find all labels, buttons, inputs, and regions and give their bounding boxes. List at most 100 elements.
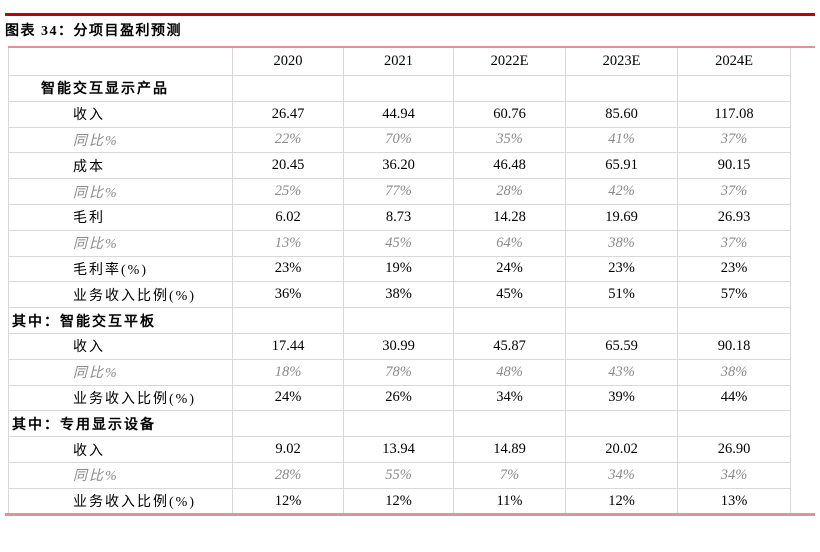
- cell-value: 22%: [232, 126, 344, 154]
- cell-value: 51%: [565, 281, 678, 309]
- cell-value: 13.94: [343, 436, 454, 463]
- cell-value: 65.59: [565, 332, 678, 360]
- row-label: 同比%: [8, 229, 233, 257]
- cell-value: 36%: [232, 281, 344, 309]
- cell-value: [677, 410, 791, 438]
- cell-value: 7%: [453, 461, 566, 489]
- cell-value: 13%: [232, 229, 344, 257]
- cell-value: 70%: [343, 126, 454, 154]
- cell-value: 85.60: [565, 100, 678, 128]
- table-header-row: 2020 2021 2022E 2023E 2024E: [8, 48, 791, 76]
- cell-value: 38%: [677, 358, 791, 386]
- table-row: 业务收入比例(%) 12% 12% 11% 12% 13%: [8, 487, 791, 515]
- table-row: 毛利率(%) 23% 19% 24% 23% 23%: [8, 255, 791, 283]
- table-row: 同比% 28% 55% 7% 34% 34%: [8, 461, 791, 489]
- table-row: 同比% 18% 78% 48% 43% 38%: [8, 358, 791, 386]
- table-row: 收入 17.44 30.99 45.87 65.59 90.18: [8, 332, 791, 360]
- cell-value: 60.76: [453, 100, 566, 128]
- cell-value: 12%: [565, 487, 678, 515]
- cell-value: [343, 307, 454, 334]
- table-row: 成本 20.45 36.20 46.48 65.91 90.15: [8, 152, 791, 180]
- profit-forecast-table: 2020 2021 2022E 2023E 2024E 智能交互显示产品 收入 26.47 4…: [8, 48, 791, 515]
- cell-value: 44%: [677, 384, 791, 412]
- row-label: 同比%: [8, 126, 233, 154]
- cell-value: 9.02: [232, 436, 344, 463]
- cell-value: 28%: [232, 461, 344, 489]
- cell-value: 37%: [677, 178, 791, 205]
- cell-value: 36.20: [343, 152, 454, 180]
- cell-value: 38%: [565, 229, 678, 257]
- table-row: 毛利 6.02 8.73 14.28 19.69 26.93: [8, 203, 791, 231]
- row-label: 同比%: [8, 358, 233, 386]
- row-label: 毛利: [8, 203, 233, 231]
- cell-value: 12%: [343, 487, 454, 515]
- cell-value: 8.73: [343, 203, 454, 231]
- cell-value: 23%: [677, 255, 791, 283]
- row-label: 智能交互显示产品: [8, 75, 233, 102]
- cell-value: 42%: [565, 178, 678, 205]
- cell-value: [453, 75, 566, 102]
- cell-value: 26.47: [232, 100, 344, 128]
- cell-value: 23%: [565, 255, 678, 283]
- cell-value: 44.94: [343, 100, 454, 128]
- cell-value: 20.45: [232, 152, 344, 180]
- cell-value: 30.99: [343, 332, 454, 360]
- row-label: 收入: [8, 100, 233, 128]
- row-label-column-header: [8, 48, 233, 76]
- top-accent-rule: [5, 13, 815, 16]
- cell-value: 34%: [565, 461, 678, 489]
- cell-value: 19.69: [565, 203, 678, 231]
- cell-value: 57%: [677, 281, 791, 309]
- cell-value: [232, 410, 344, 438]
- table-row: 同比% 13% 45% 64% 38% 37%: [8, 229, 791, 257]
- row-label: 同比%: [8, 461, 233, 489]
- row-label: 业务收入比例(%): [8, 487, 233, 515]
- cell-value: [565, 307, 678, 334]
- table-row: 同比% 22% 70% 35% 41% 37%: [8, 126, 791, 154]
- cell-value: 117.08: [677, 100, 791, 128]
- cell-value: 24%: [232, 384, 344, 412]
- figure-title: 图表 34：分项目盈利预测: [5, 24, 182, 39]
- cell-value: 20.02: [565, 436, 678, 463]
- cell-value: 90.18: [677, 332, 791, 360]
- table-row: 智能交互显示产品: [8, 75, 791, 102]
- cell-value: 55%: [343, 461, 454, 489]
- cell-value: [565, 410, 678, 438]
- table-top-rule: [8, 46, 815, 48]
- year-column-header: 2024E: [677, 48, 791, 76]
- row-label: 毛利率(%): [8, 255, 233, 283]
- row-label: 收入: [8, 332, 233, 360]
- cell-value: 18%: [232, 358, 344, 386]
- cell-value: 39%: [565, 384, 678, 412]
- table-row: 业务收入比例(%) 24% 26% 34% 39% 44%: [8, 384, 791, 412]
- cell-value: 45%: [453, 281, 566, 309]
- table-row: 业务收入比例(%) 36% 38% 45% 51% 57%: [8, 281, 791, 309]
- row-label: 成本: [8, 152, 233, 180]
- cell-value: 48%: [453, 358, 566, 386]
- cell-value: 90.15: [677, 152, 791, 180]
- cell-value: 26.90: [677, 436, 791, 463]
- table-row: 其中：智能交互平板: [8, 307, 791, 334]
- row-label: 业务收入比例(%): [8, 384, 233, 412]
- row-label: 同比%: [8, 178, 233, 205]
- cell-value: 41%: [565, 126, 678, 154]
- cell-value: 17.44: [232, 332, 344, 360]
- year-column-header: 2022E: [453, 48, 566, 76]
- table-row: 收入 26.47 44.94 60.76 85.60 117.08: [8, 100, 791, 128]
- year-column-header: 2020: [232, 48, 344, 76]
- cell-value: 37%: [677, 126, 791, 154]
- cell-value: 14.89: [453, 436, 566, 463]
- cell-value: 37%: [677, 229, 791, 257]
- row-label: 其中：智能交互平板: [8, 307, 233, 334]
- cell-value: 43%: [565, 358, 678, 386]
- cell-value: 23%: [232, 255, 344, 283]
- table-body: 智能交互显示产品 收入 26.47 44.94 60.76 85.60 117.08 同比% 2…: [8, 75, 791, 515]
- row-label: 业务收入比例(%): [8, 281, 233, 309]
- cell-value: [453, 307, 566, 334]
- cell-value: 38%: [343, 281, 454, 309]
- bottom-accent-rule: [5, 513, 815, 516]
- cell-value: [453, 410, 566, 438]
- cell-value: 77%: [343, 178, 454, 205]
- cell-value: 34%: [677, 461, 791, 489]
